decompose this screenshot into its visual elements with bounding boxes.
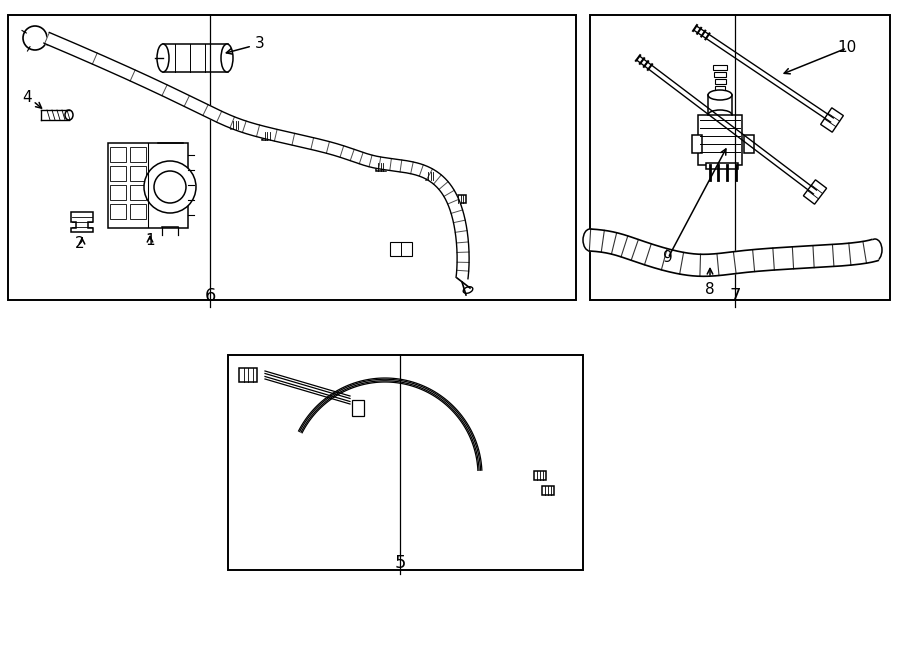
Text: 6: 6 — [204, 287, 216, 305]
Ellipse shape — [583, 229, 597, 251]
Bar — [542, 485, 554, 494]
Text: 2: 2 — [76, 237, 85, 251]
Bar — [716, 86, 724, 91]
Bar — [8, 15, 576, 300]
Bar — [715, 79, 725, 84]
Bar — [455, 195, 465, 203]
Text: 9: 9 — [663, 251, 673, 266]
Bar — [426, 172, 436, 180]
Polygon shape — [590, 229, 878, 276]
Text: 5: 5 — [394, 554, 406, 572]
Bar — [716, 93, 724, 98]
Text: 10: 10 — [837, 40, 857, 56]
Ellipse shape — [708, 110, 732, 120]
Bar — [110, 166, 126, 181]
Bar — [590, 15, 890, 300]
Text: 4: 4 — [22, 89, 32, 104]
Bar — [130, 147, 146, 162]
Bar — [713, 65, 727, 70]
Bar — [110, 147, 126, 162]
Bar — [352, 400, 364, 416]
Bar — [130, 166, 146, 181]
Bar — [163, 44, 228, 72]
Bar — [534, 471, 546, 479]
Bar — [262, 132, 273, 140]
Bar — [130, 204, 146, 219]
Bar — [698, 115, 742, 165]
Bar — [110, 185, 126, 200]
Bar — [110, 204, 126, 219]
Ellipse shape — [221, 44, 233, 72]
Bar — [239, 368, 257, 382]
Ellipse shape — [157, 44, 169, 72]
Bar — [376, 163, 386, 171]
Ellipse shape — [65, 110, 73, 120]
Ellipse shape — [868, 239, 882, 261]
Bar — [804, 180, 826, 204]
Bar — [714, 72, 726, 77]
Bar — [706, 163, 738, 169]
Bar — [390, 242, 412, 256]
Text: 1: 1 — [145, 233, 155, 248]
Circle shape — [144, 161, 196, 213]
Polygon shape — [45, 32, 469, 279]
Polygon shape — [71, 212, 93, 232]
Bar — [230, 121, 240, 129]
Ellipse shape — [464, 287, 472, 293]
Bar — [228, 355, 583, 570]
Bar — [821, 108, 843, 132]
Bar — [692, 135, 702, 153]
Ellipse shape — [708, 90, 732, 100]
Bar — [108, 143, 188, 228]
Circle shape — [23, 26, 47, 50]
Text: 8: 8 — [706, 282, 715, 297]
Bar — [130, 185, 146, 200]
Bar — [744, 135, 754, 153]
Text: 3: 3 — [255, 36, 265, 50]
Text: 7: 7 — [729, 287, 741, 305]
